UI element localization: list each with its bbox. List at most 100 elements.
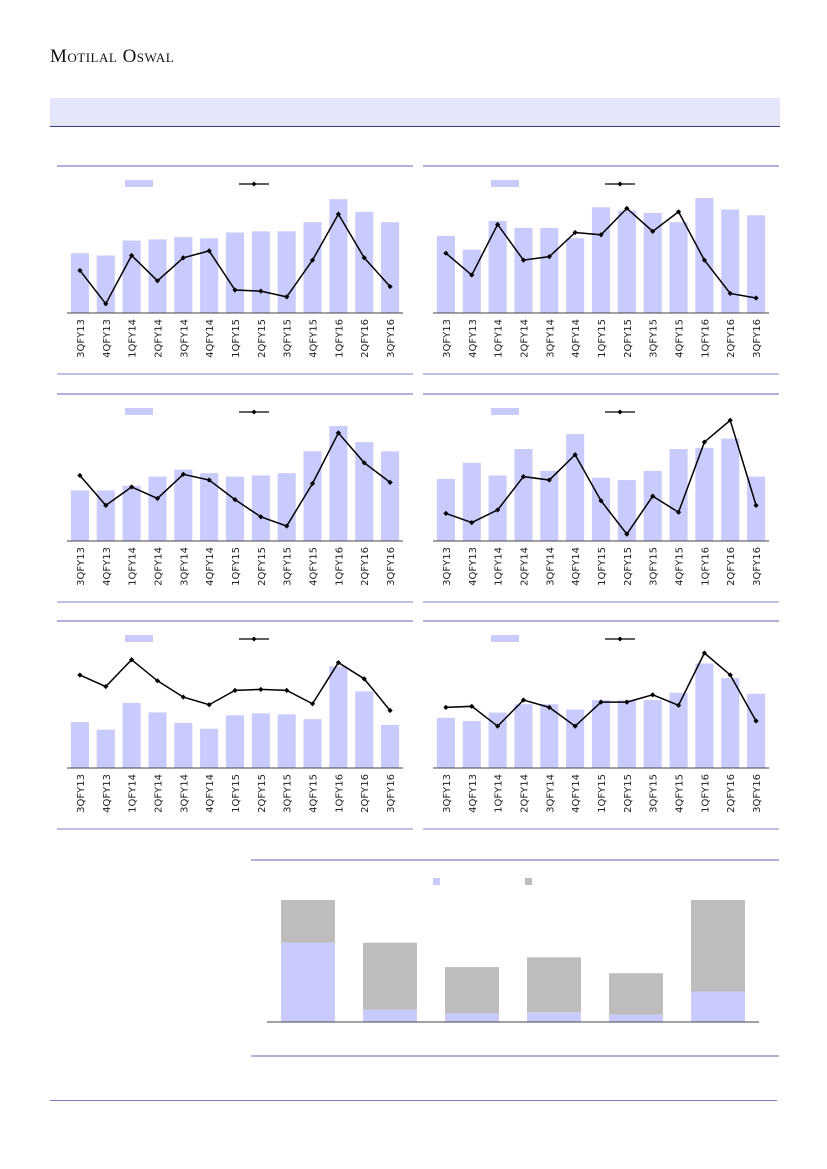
x-tick-label: 3QFY16 xyxy=(752,547,763,586)
chart-bar xyxy=(462,462,481,541)
chart-bar xyxy=(148,239,167,313)
x-tick-label: 3QFY14 xyxy=(179,774,190,813)
x-tick-label: 1QFY15 xyxy=(231,319,242,358)
chart-bar xyxy=(200,473,219,541)
x-tick-label: 2QFY16 xyxy=(360,774,371,813)
chart-panel-2: 3QFY13 4QFY13 1QFY14 2QFY14 3QFY14 4QFY14 1QFY… xyxy=(423,158,779,376)
chart-bar xyxy=(695,447,714,541)
chart-line-point xyxy=(154,278,161,284)
stacked-bar-upper xyxy=(281,900,335,943)
x-tick-label: 4QFY13 xyxy=(468,774,479,813)
chart-bar xyxy=(643,700,662,768)
x-tick-label: 4QFY14 xyxy=(571,547,582,586)
chart-line-point xyxy=(469,703,475,709)
chart-bar xyxy=(122,702,141,768)
x-tick-label: 3QFY13 xyxy=(76,547,87,586)
x-tick-label: 3QFY13 xyxy=(442,774,453,813)
x-tick-label: 1QFY16 xyxy=(700,319,711,358)
chart-bar xyxy=(566,238,585,313)
x-tick-label: 4QFY15 xyxy=(309,547,320,586)
chart-line-point xyxy=(598,498,604,504)
chart-line-point xyxy=(154,495,161,502)
x-tick-label: 2QFY15 xyxy=(623,774,634,813)
chart-bar xyxy=(514,227,533,313)
chart-bar xyxy=(591,700,611,768)
chart-bar xyxy=(436,717,455,768)
chart-bar xyxy=(70,722,89,768)
legend-line-marker xyxy=(251,409,257,415)
stacked-bar-lower xyxy=(609,1014,663,1022)
x-tick-label: 3QFY14 xyxy=(545,319,556,358)
x-tick-label: 4QFY13 xyxy=(102,547,113,586)
chart-panel-3: 3QFY13 4QFY13 1QFY14 2QFY14 3QFY14 4QFY14 1QFY… xyxy=(57,386,413,604)
chart-line-point xyxy=(129,252,135,259)
legend-line-marker xyxy=(251,636,257,642)
section-banner xyxy=(50,98,780,127)
x-tick-label: 4QFY13 xyxy=(468,547,479,586)
x-tick-label: 4QFY15 xyxy=(675,319,686,358)
chart-bar xyxy=(695,198,714,313)
x-tick-label: 3QFY16 xyxy=(752,774,763,813)
x-tick-label: 2QFY14 xyxy=(519,319,530,358)
chart-line-point xyxy=(232,287,238,293)
chart-panel-5: 3QFY13 4QFY13 1QFY14 2QFY14 3QFY14 4QFY14 1QFY… xyxy=(57,613,413,831)
chart-bar xyxy=(721,678,740,768)
chart-line-point xyxy=(727,672,733,678)
chart-bar xyxy=(70,490,89,541)
chart-line-point xyxy=(572,229,578,236)
chart-bar xyxy=(747,693,766,768)
combo-chart-1: 3QFY13 4QFY13 1QFY14 2QFY14 3QFY14 4QFY14 1QFY… xyxy=(57,165,413,375)
chart-panel-6: 3QFY13 4QFY13 1QFY14 2QFY14 3QFY14 4QFY14 1QFY… xyxy=(423,613,779,831)
x-tick-label: 1QFY15 xyxy=(597,319,608,358)
x-tick-label: 3QFY13 xyxy=(442,547,453,586)
chart-bar xyxy=(148,476,167,541)
chart-bar xyxy=(669,449,688,541)
x-tick-label: 3QFY13 xyxy=(76,319,87,358)
chart-line-point xyxy=(650,692,656,698)
chart-bar xyxy=(355,211,374,313)
chart-line-point xyxy=(335,211,341,217)
x-tick-label: 3QFY14 xyxy=(179,319,190,358)
x-tick-label: 1QFY14 xyxy=(128,547,139,586)
legend-bar-swatch xyxy=(491,180,519,187)
chart-bar xyxy=(462,249,481,313)
chart-bar xyxy=(721,209,740,313)
chart-bar xyxy=(566,709,585,768)
chart-bar xyxy=(617,480,636,541)
chart-bar xyxy=(591,207,611,313)
chart-panel-1: 3QFY13 4QFY13 1QFY14 2QFY14 3QFY14 4QFY14 1QFY… xyxy=(57,158,413,376)
chart-line-point xyxy=(387,707,393,714)
chart-bar xyxy=(122,240,141,313)
chart-bar xyxy=(540,704,559,768)
chart-bar xyxy=(303,451,322,541)
chart-bar xyxy=(303,222,322,313)
x-tick-label: 2QFY14 xyxy=(153,547,164,586)
chart-line-point xyxy=(701,650,707,656)
chart-line-point xyxy=(335,659,341,666)
x-tick-label: 2QFY15 xyxy=(257,547,268,586)
x-tick-label: 2QFY15 xyxy=(257,774,268,813)
combo-chart-2: 3QFY13 4QFY13 1QFY14 2QFY14 3QFY14 4QFY14 1QFY… xyxy=(423,165,779,375)
chart-bar xyxy=(436,478,455,541)
chart-bar xyxy=(540,470,559,541)
combo-chart-4: 3QFY13 4QFY13 1QFY14 2QFY14 3QFY14 4QFY14 1QFY… xyxy=(423,393,779,603)
chart-bar xyxy=(488,221,507,313)
x-tick-label: 4QFY14 xyxy=(571,774,582,813)
stacked-bar-lower xyxy=(281,942,335,1022)
footer-rule xyxy=(50,1100,777,1101)
chart-bar xyxy=(174,237,193,313)
chart-line-point xyxy=(361,460,367,466)
chart-panel-7 xyxy=(251,852,779,1060)
x-tick-label: 1QFY15 xyxy=(597,774,608,813)
chart-line-point xyxy=(727,417,733,423)
stacked-bar-upper xyxy=(691,900,745,992)
x-tick-label: 1QFY16 xyxy=(334,774,345,813)
chart-bar xyxy=(488,712,507,768)
x-tick-label: 3QFY13 xyxy=(442,319,453,358)
legend-bar-swatch xyxy=(491,408,519,415)
legend-line-marker xyxy=(617,636,623,642)
stacked-bar-upper xyxy=(363,942,417,1010)
legend-bar-swatch xyxy=(491,635,519,642)
stacked-bar-lower xyxy=(691,991,745,1022)
x-tick-label: 3QFY15 xyxy=(283,319,294,358)
